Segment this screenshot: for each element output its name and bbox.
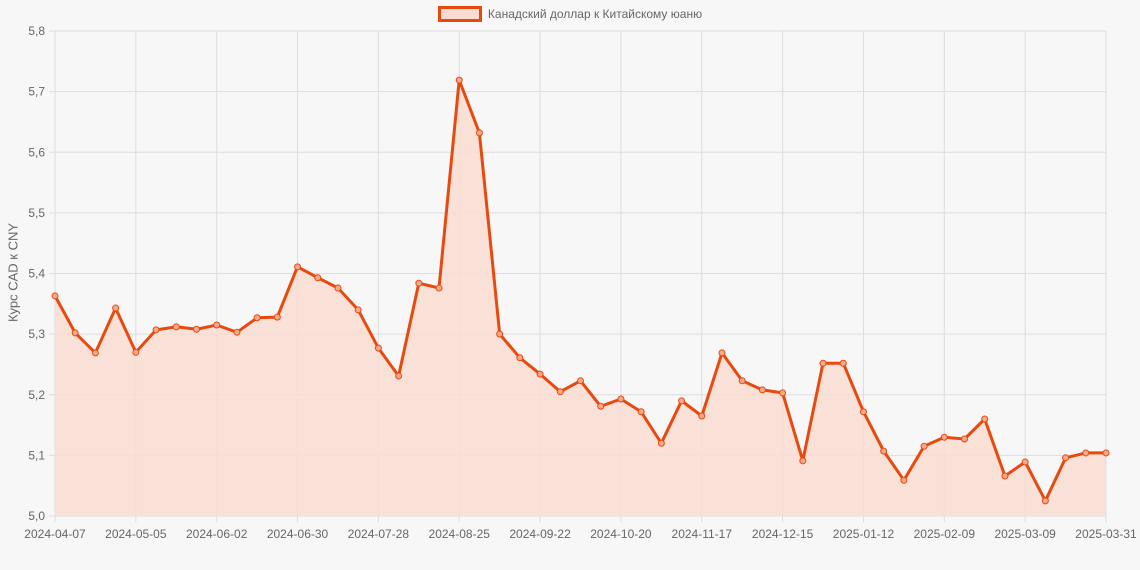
svg-text:5,0: 5,0 <box>28 509 45 523</box>
data-point[interactable] <box>475 129 483 137</box>
x-axis-ticks: 2024-04-07 2024-05-05 2024-06-02 2024-06-30… <box>24 527 1137 541</box>
data-point[interactable] <box>799 457 807 465</box>
data-point[interactable] <box>152 326 160 334</box>
data-point[interactable] <box>900 476 908 484</box>
data-point[interactable] <box>112 304 120 312</box>
data-point[interactable] <box>395 372 403 380</box>
svg-text:2025-03-09: 2025-03-09 <box>994 527 1056 541</box>
data-point[interactable] <box>516 354 524 362</box>
data-point[interactable] <box>213 321 221 329</box>
svg-text:2025-02-09: 2025-02-09 <box>914 527 976 541</box>
svg-text:5,6: 5,6 <box>28 145 45 159</box>
data-point[interactable] <box>981 415 989 423</box>
svg-text:2024-05-05: 2024-05-05 <box>105 527 167 541</box>
data-point[interactable] <box>577 377 584 385</box>
data-point[interactable] <box>819 359 827 367</box>
svg-text:5,1: 5,1 <box>28 448 45 462</box>
data-point[interactable] <box>71 329 79 337</box>
svg-text:2024-08-25: 2024-08-25 <box>429 527 491 541</box>
data-point[interactable] <box>435 284 443 292</box>
data-point[interactable] <box>536 370 544 378</box>
svg-text:2024-11-17: 2024-11-17 <box>672 527 733 541</box>
svg-text:2024-09-22: 2024-09-22 <box>509 527 571 541</box>
chart-legend: Канадский доллар к Китайскому юаню <box>0 6 1140 22</box>
data-point[interactable] <box>961 435 969 443</box>
data-point[interactable] <box>334 284 342 292</box>
data-point[interactable] <box>1082 449 1090 457</box>
data-point[interactable] <box>314 274 322 282</box>
data-point[interactable] <box>172 323 180 331</box>
data-point[interactable] <box>354 306 362 314</box>
data-point[interactable] <box>132 348 140 356</box>
svg-text:2024-10-20: 2024-10-20 <box>590 527 652 541</box>
data-points <box>51 76 1110 505</box>
svg-text:5,4: 5,4 <box>28 267 45 281</box>
data-point[interactable] <box>294 263 302 271</box>
data-point[interactable] <box>1041 497 1049 505</box>
data-point[interactable] <box>374 344 382 352</box>
data-point[interactable] <box>496 330 504 338</box>
data-point[interactable] <box>657 439 665 447</box>
data-point[interactable] <box>91 349 99 357</box>
svg-text:2024-04-07: 2024-04-07 <box>24 527 86 541</box>
data-point[interactable] <box>940 433 948 441</box>
svg-text:2024-06-30: 2024-06-30 <box>267 527 329 541</box>
data-point[interactable] <box>920 442 928 450</box>
legend-label[interactable]: Канадский доллар к Китайскому юаню <box>487 7 703 21</box>
data-point[interactable] <box>698 412 706 420</box>
data-point[interactable] <box>758 386 766 394</box>
data-point[interactable] <box>678 397 686 405</box>
data-point[interactable] <box>192 325 200 333</box>
data-point[interactable] <box>1001 472 1009 480</box>
data-point[interactable] <box>233 328 241 336</box>
data-point[interactable] <box>597 402 605 410</box>
area-fill <box>55 80 1106 516</box>
data-point[interactable] <box>859 408 867 416</box>
svg-text:2024-12-15: 2024-12-15 <box>752 527 814 541</box>
y-axis-ticks: 5,0 5,1 5,2 5,3 5,4 5,5 5,6 5,7 5,8 <box>28 24 45 523</box>
data-point[interactable] <box>1021 458 1029 466</box>
data-point[interactable] <box>637 408 645 416</box>
svg-text:5,2: 5,2 <box>28 388 45 402</box>
data-point[interactable] <box>1102 449 1110 457</box>
data-point[interactable] <box>839 359 847 367</box>
svg-text:5,7: 5,7 <box>28 85 45 99</box>
data-point[interactable] <box>273 313 281 321</box>
svg-text:5,5: 5,5 <box>28 206 45 220</box>
data-point[interactable] <box>51 292 59 300</box>
data-point[interactable] <box>1062 454 1070 462</box>
svg-text:2024-06-02: 2024-06-02 <box>186 527 248 541</box>
data-point[interactable] <box>718 349 726 357</box>
svg-text:5,3: 5,3 <box>28 327 45 341</box>
svg-text:2025-01-12: 2025-01-12 <box>833 527 895 541</box>
data-point[interactable] <box>880 447 888 455</box>
svg-text:2025-03-31: 2025-03-31 <box>1075 527 1137 541</box>
legend-swatch[interactable] <box>437 6 482 22</box>
svg-text:2024-07-28: 2024-07-28 <box>348 527 410 541</box>
svg-text:5,8: 5,8 <box>28 24 45 38</box>
data-point[interactable] <box>617 395 625 403</box>
data-point[interactable] <box>738 377 746 385</box>
data-point[interactable] <box>455 76 463 84</box>
data-point[interactable] <box>556 388 564 396</box>
data-point[interactable] <box>415 279 423 287</box>
data-point[interactable] <box>779 389 787 397</box>
data-point[interactable] <box>253 314 261 322</box>
